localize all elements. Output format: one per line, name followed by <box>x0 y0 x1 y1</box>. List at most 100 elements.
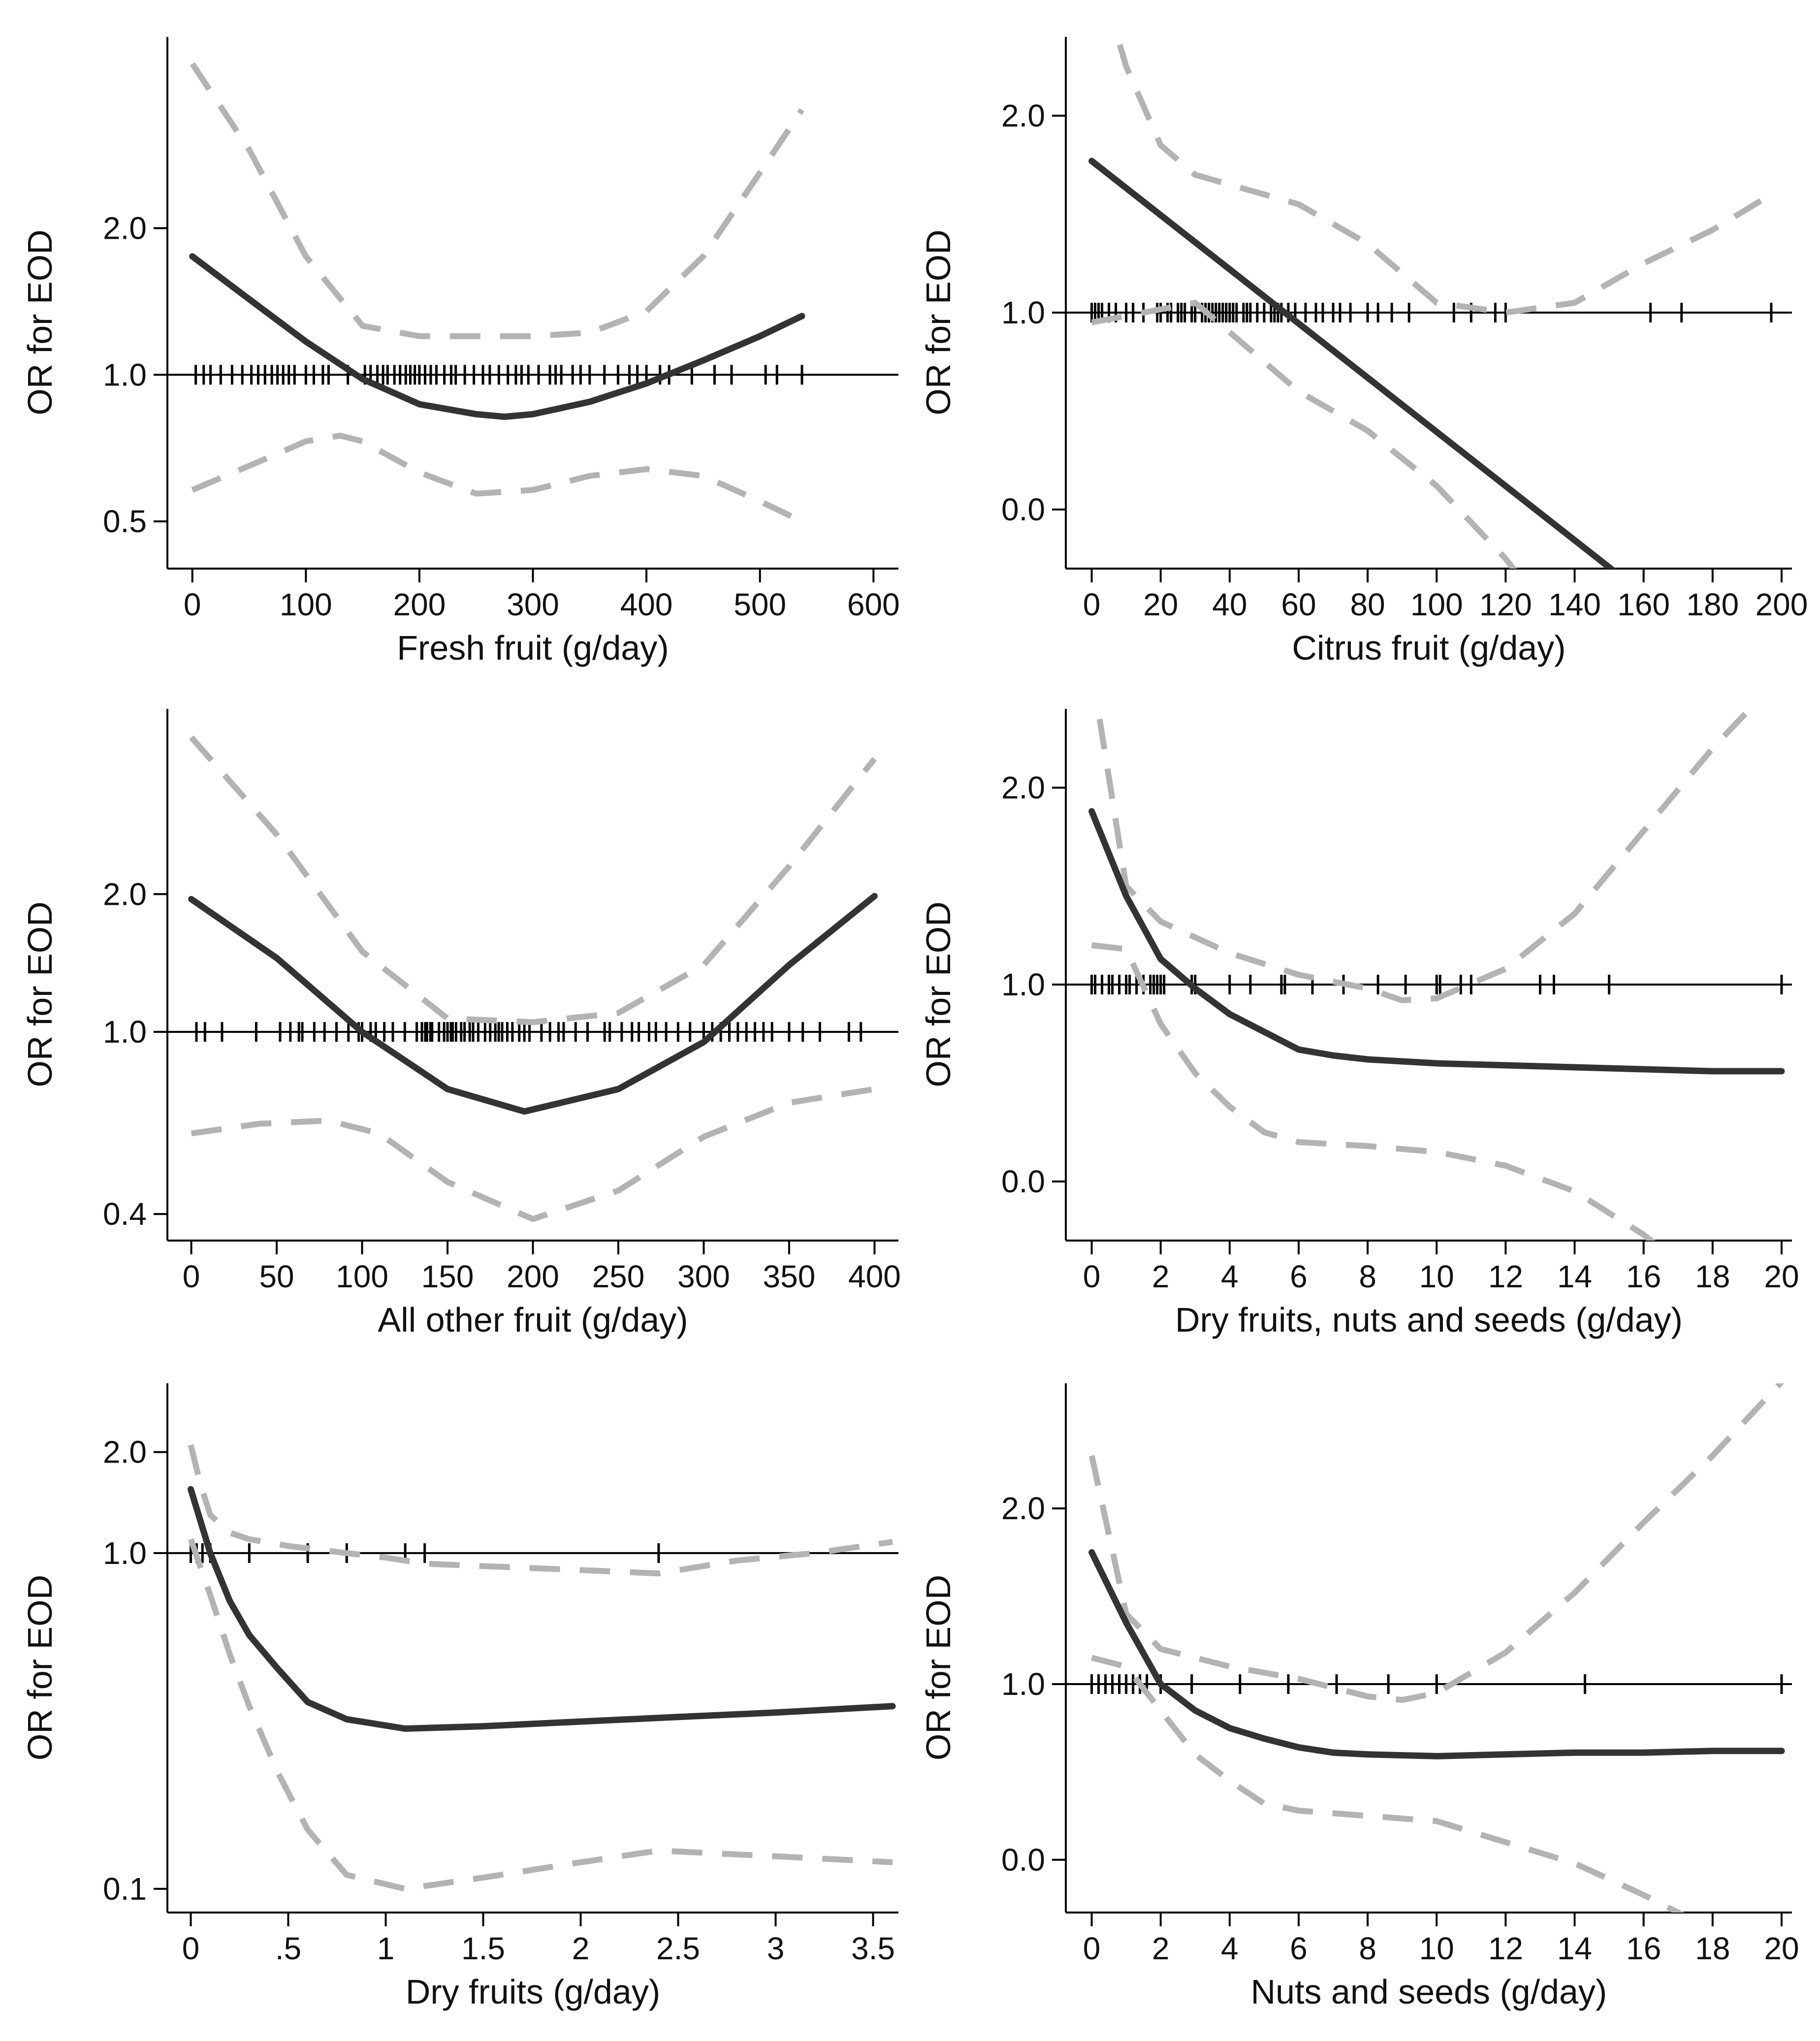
x-tick-label: 2.5 <box>656 1931 700 1966</box>
x-tick-label: 400 <box>848 1259 901 1294</box>
x-tick-label: 20 <box>1764 1259 1799 1294</box>
y-tick-label: 2.0 <box>1001 1491 1045 1526</box>
ci-upper-line <box>190 62 804 339</box>
x-tick-label: 60 <box>1281 587 1316 622</box>
y-tick-label: 2.0 <box>103 876 147 912</box>
x-axis-label: Fresh fruit (g/day) <box>397 629 669 667</box>
x-tick-label: 0 <box>183 1259 200 1294</box>
y-axis-label: OR for EOD <box>919 229 958 415</box>
x-tick-label: 0 <box>1083 587 1101 622</box>
ci-lower-line <box>188 1538 893 1892</box>
x-tick-label: 350 <box>763 1259 816 1294</box>
x-tick-label: 160 <box>1617 587 1670 622</box>
x-tick-label: 120 <box>1479 587 1532 622</box>
x-axis-label: Citrus fruit (g/day) <box>1292 629 1565 667</box>
or-estimate-line <box>1088 1549 1785 1759</box>
x-tick-label: 12 <box>1488 1259 1523 1294</box>
rug <box>195 1022 862 1042</box>
x-tick-label: 4 <box>1221 1259 1239 1294</box>
x-tick-label: 18 <box>1695 1259 1730 1294</box>
x-tick-label: 10 <box>1419 1931 1454 1966</box>
x-tick-label: 300 <box>507 587 559 622</box>
y-tick-label: 0.0 <box>1001 492 1045 527</box>
x-tick-label: 200 <box>1756 587 1808 622</box>
or-estimate-line <box>1088 808 1785 1075</box>
x-tick-label: 0 <box>1083 1931 1101 1966</box>
x-tick-label: 300 <box>677 1259 730 1294</box>
x-tick-label: 8 <box>1359 1259 1376 1294</box>
x-tick-label: 150 <box>421 1259 474 1294</box>
x-tick-label: 100 <box>336 1259 388 1294</box>
x-tick-label: 12 <box>1488 1931 1523 1966</box>
y-axis-label: OR for EOD <box>21 229 59 415</box>
y-tick-label: 0.4 <box>103 1196 147 1232</box>
x-tick-label: 600 <box>847 587 900 622</box>
y-axis-label: OR for EOD <box>21 901 59 1087</box>
y-tick-label: 1.0 <box>1001 967 1045 1002</box>
x-tick-label: 6 <box>1290 1931 1308 1966</box>
y-axis-label: OR for EOD <box>919 901 958 1087</box>
ci-upper-line <box>188 1444 893 1577</box>
panel-4: 0 2 4 6 8 10 12 14 16 18 20 0.0 1.0 2.0 Dry fruits, nu… <box>919 709 1799 1339</box>
y-tick-label: 0.5 <box>103 504 147 539</box>
ci-lower-line <box>191 1086 875 1222</box>
y-tick-label: 2.0 <box>103 210 147 246</box>
x-tick-label: 100 <box>1410 587 1463 622</box>
y-tick-label: 2.0 <box>1001 770 1045 805</box>
x-tick-label: 40 <box>1212 587 1247 622</box>
x-tick-label: 2 <box>1152 1931 1170 1966</box>
or-estimate-line <box>188 893 878 1115</box>
x-tick-label: 16 <box>1626 1931 1661 1966</box>
x-tick-label: 200 <box>393 587 446 622</box>
x-tick-label: 3 <box>767 1931 785 1966</box>
y-tick-label: 0.0 <box>1001 1164 1045 1199</box>
x-tick-label: 400 <box>620 587 673 622</box>
rug <box>1090 303 1773 322</box>
ci-upper-line <box>189 735 877 1025</box>
x-axis-label: Dry fruits, nuts and seeds (g/day) <box>1175 1301 1683 1339</box>
ci-upper-line <box>1088 1383 1784 1703</box>
x-axis-label: Dry fruits (g/day) <box>406 1973 660 2011</box>
x-tick-label: 10 <box>1419 1259 1454 1294</box>
ci-lower-line <box>1091 1655 1685 1913</box>
ci-lower-line <box>1091 300 1517 569</box>
x-tick-label: 0 <box>1083 1259 1101 1294</box>
x-tick-label: 500 <box>734 587 786 622</box>
x-tick-label: 20 <box>1143 587 1178 622</box>
x-tick-label: 3.5 <box>851 1931 895 1966</box>
y-axis-label: OR for EOD <box>21 1575 59 1760</box>
x-tick-label: 20 <box>1764 1931 1799 1966</box>
y-tick-label: 0.0 <box>1001 1842 1045 1878</box>
y-tick-label: 2.0 <box>103 1435 147 1470</box>
or-estimate-line <box>1088 158 1616 569</box>
panel-2: 0 20 40 60 80 100 120 140 160 180 200 0.0 1.0 2.0 Citr… <box>919 37 1808 667</box>
x-tick-label: 14 <box>1557 1259 1592 1294</box>
x-axis-label: All other fruit (g/day) <box>378 1301 688 1339</box>
x-tick-label: 2 <box>1152 1259 1170 1294</box>
y-tick-label: 1.0 <box>103 357 147 392</box>
x-tick-label: 140 <box>1548 587 1601 622</box>
panel-1: 0 100 200 300 400 500 600 0.5 1.0 2.0 Fresh fruit … <box>21 37 900 667</box>
x-tick-label: 100 <box>280 587 332 622</box>
x-tick-label: 18 <box>1695 1931 1730 1966</box>
panel-5: 0 .5 1 1.5 2 2.5 3 3.5 0.1 1.0 2.0 Dry fruits (g/da… <box>21 1383 898 2011</box>
x-tick-label: 6 <box>1290 1259 1308 1294</box>
x-tick-label: .5 <box>275 1931 301 1966</box>
ci-lower-line <box>191 432 803 524</box>
x-tick-label: 4 <box>1221 1931 1239 1966</box>
y-tick-label: 1.0 <box>1001 295 1045 330</box>
ci-lower-line <box>1091 942 1656 1241</box>
ci-upper-line <box>1114 37 1773 316</box>
ci-upper-line <box>1095 709 1754 1003</box>
or-estimate-line <box>188 1486 896 1732</box>
x-tick-label: 250 <box>592 1259 645 1294</box>
y-axis-label: OR for EOD <box>919 1575 958 1760</box>
panel-3: 0 50 100 150 200 250 300 350 400 0.4 1.0 2.0 All oth… <box>21 709 901 1339</box>
x-tick-label: 2 <box>572 1931 590 1966</box>
y-tick-label: 1.0 <box>103 1535 147 1571</box>
x-tick-label: 0 <box>184 587 201 622</box>
y-tick-label: 0.1 <box>103 1871 147 1907</box>
x-tick-label: 50 <box>259 1259 294 1294</box>
y-tick-label: 1.0 <box>103 1014 147 1050</box>
